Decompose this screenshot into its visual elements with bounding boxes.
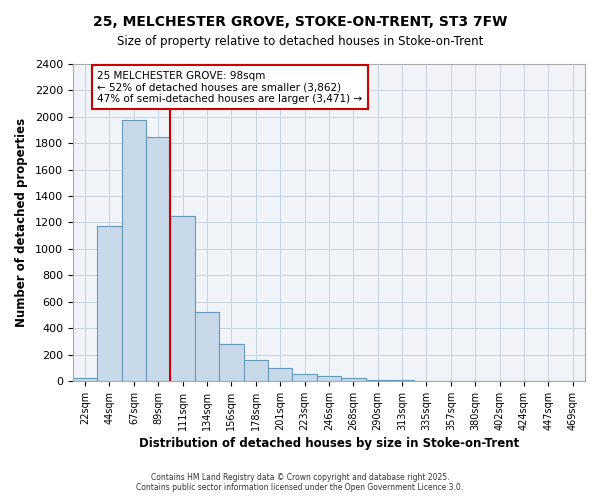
Bar <box>244 360 268 381</box>
Bar <box>219 344 244 381</box>
Bar <box>195 312 219 381</box>
Text: 25, MELCHESTER GROVE, STOKE-ON-TRENT, ST3 7FW: 25, MELCHESTER GROVE, STOKE-ON-TRENT, ST… <box>93 15 507 29</box>
Bar <box>122 120 146 381</box>
Bar <box>292 374 317 381</box>
Bar <box>341 378 365 381</box>
Text: Contains HM Land Registry data © Crown copyright and database right 2025.
Contai: Contains HM Land Registry data © Crown c… <box>136 473 464 492</box>
Text: Size of property relative to detached houses in Stoke-on-Trent: Size of property relative to detached ho… <box>117 35 483 48</box>
X-axis label: Distribution of detached houses by size in Stoke-on-Trent: Distribution of detached houses by size … <box>139 437 519 450</box>
Bar <box>97 226 122 381</box>
Bar <box>268 368 292 381</box>
Bar <box>170 216 195 381</box>
Bar <box>146 136 170 381</box>
Bar <box>73 378 97 381</box>
Bar <box>317 376 341 381</box>
Bar <box>365 380 390 381</box>
Text: 25 MELCHESTER GROVE: 98sqm
← 52% of detached houses are smaller (3,862)
47% of s: 25 MELCHESTER GROVE: 98sqm ← 52% of deta… <box>97 70 362 104</box>
Bar <box>390 380 415 381</box>
Y-axis label: Number of detached properties: Number of detached properties <box>15 118 28 327</box>
